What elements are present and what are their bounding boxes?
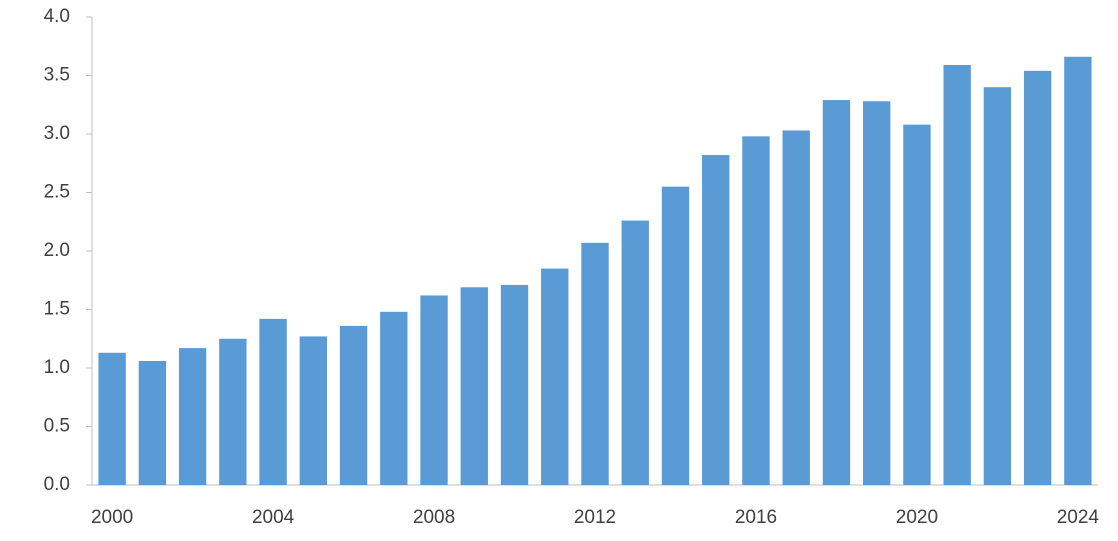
bar [621,220,649,485]
y-tick-label: 3.5 [44,65,70,86]
bar [138,360,167,485]
bar [178,348,207,485]
y-tick-label: 2.0 [44,240,70,261]
bar [782,130,810,486]
bar [661,186,690,485]
y-tick-label: 3.0 [44,123,70,144]
bar [460,287,488,485]
x-tick-label: 2000 [91,507,133,528]
y-tick-label: 1.0 [44,357,70,378]
bar [702,155,730,485]
bar [219,338,247,485]
x-tick-label: 2016 [735,507,777,528]
bar [541,268,569,485]
x-tick-label: 2004 [252,507,295,528]
x-tick-label: 2012 [574,507,616,528]
bar [742,136,770,485]
y-tick-label: 0.5 [44,416,70,437]
bar [822,100,851,485]
bar [420,295,448,485]
bar [259,318,287,485]
bar [380,311,408,485]
y-tick-label: 4.0 [44,6,70,27]
y-tick-label: 1.5 [44,299,70,320]
bar [581,242,609,485]
bar [983,87,1012,485]
x-tick-label: 2008 [413,507,455,528]
y-tick-label: 2.5 [44,182,70,203]
bar [1064,56,1092,485]
bar [862,101,891,486]
x-tick-label: 2020 [896,507,938,528]
bar [943,64,971,485]
bar [500,284,529,485]
bar [903,124,931,485]
y-tick-label: 0.0 [44,474,70,495]
bar [98,352,126,485]
x-tick-label: 2024 [1057,507,1100,528]
bar [299,336,328,485]
bar [1023,70,1052,485]
bar [339,325,368,485]
